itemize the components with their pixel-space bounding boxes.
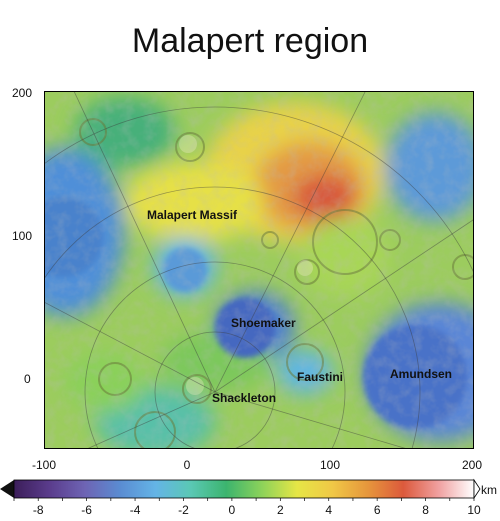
colorbar-max-arrow [473, 478, 481, 500]
y-tick-label: 100 [12, 229, 33, 243]
colorbar-tick-label: 10 [467, 503, 481, 517]
place-label: Shoemaker [231, 316, 296, 330]
colorbar-ticks [13, 498, 475, 501]
x-tick-label: -100 [31, 458, 57, 472]
colorbar-tick-label: 8 [422, 503, 429, 517]
place-label: Malapert Massif [147, 208, 238, 222]
x-tick-label: 0 [183, 458, 191, 472]
x-tick-label: 200 [461, 458, 483, 472]
colorbar-unit: km [481, 483, 497, 497]
place-label: Shackleton [212, 391, 277, 405]
colorbar-tick-label: -6 [81, 503, 92, 517]
colorbar-tick-label: -8 [32, 503, 44, 517]
colorbar [0, 478, 481, 501]
y-tick-label: 0 [24, 372, 31, 386]
colorbar-gradient [13, 479, 475, 499]
colorbar-tick-label: -4 [129, 503, 141, 517]
x-tick-label: 100 [319, 458, 341, 472]
elevation-map-image [45, 92, 473, 448]
colorbar-tick-label: -2 [178, 503, 189, 517]
colorbar-tick-label: 6 [373, 503, 381, 517]
colorbar-tick-label: 2 [276, 503, 284, 517]
colorbar-min-arrow [0, 480, 14, 498]
map-title: Malapert region [131, 22, 369, 60]
colorbar-tick-label: 4 [325, 503, 333, 517]
place-label: Faustini [297, 370, 344, 384]
elevation-map [44, 91, 474, 449]
place-label: Amundsen [390, 367, 453, 381]
colorbar-tick-label: 0 [228, 503, 236, 517]
y-tick-label: 200 [12, 86, 33, 100]
